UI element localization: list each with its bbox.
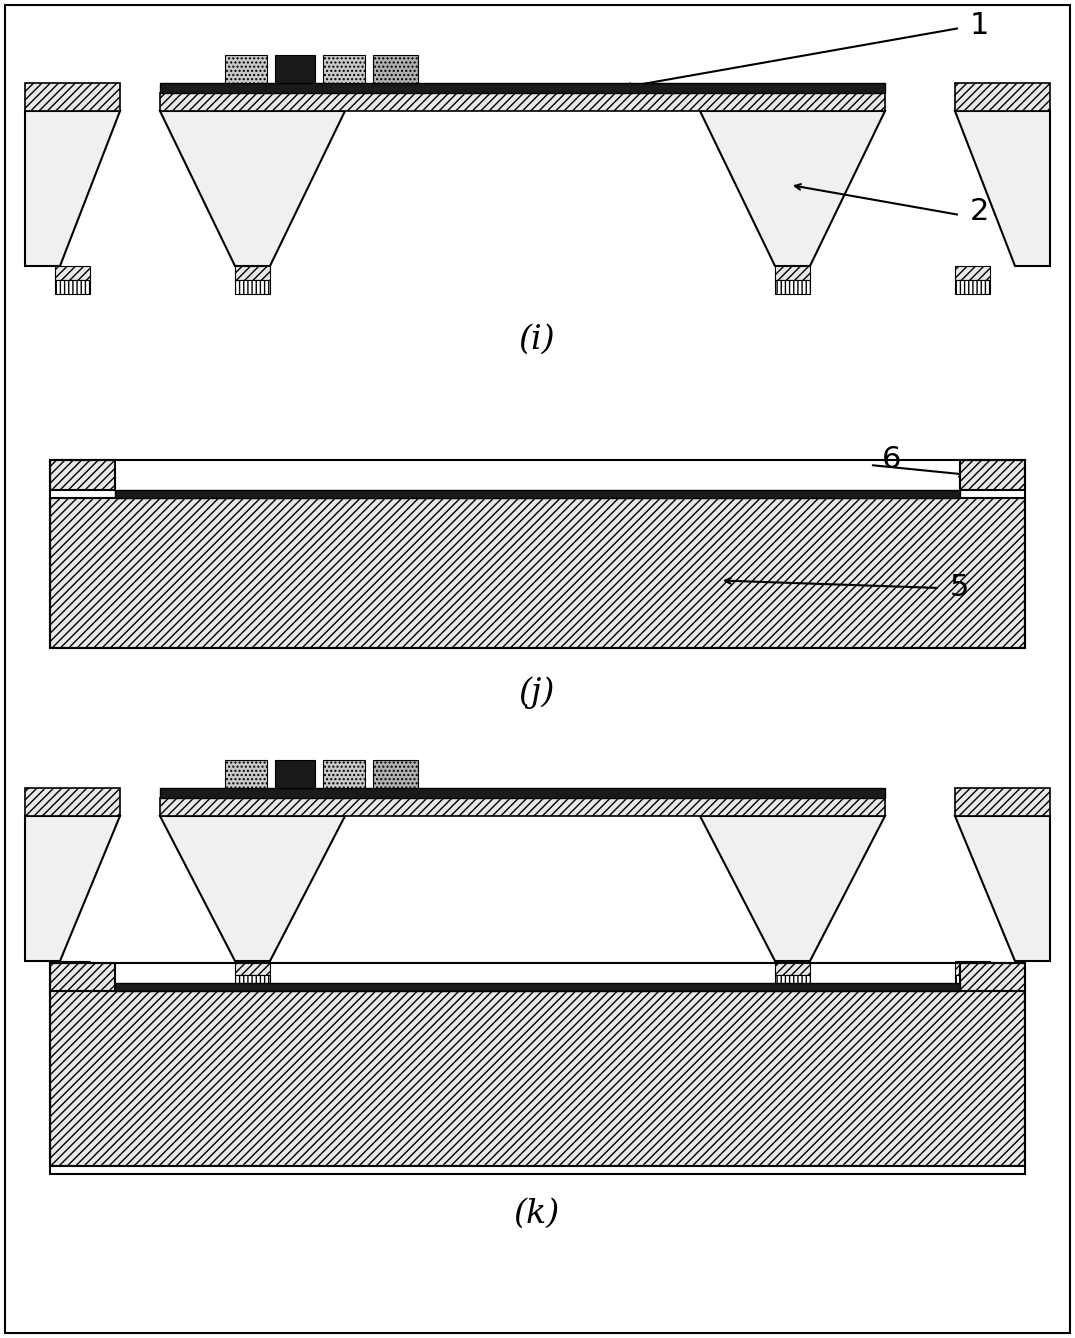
Bar bbox=[115, 490, 960, 498]
Bar bbox=[225, 55, 267, 83]
Bar bbox=[115, 963, 960, 991]
Polygon shape bbox=[160, 111, 345, 266]
Bar bbox=[960, 460, 1024, 490]
Bar bbox=[115, 460, 960, 490]
Text: 6: 6 bbox=[882, 446, 901, 475]
Polygon shape bbox=[955, 816, 1050, 961]
Bar bbox=[235, 266, 270, 280]
Bar bbox=[322, 760, 366, 788]
Polygon shape bbox=[700, 816, 885, 961]
Polygon shape bbox=[955, 111, 1050, 266]
Text: 5: 5 bbox=[950, 574, 970, 602]
Bar bbox=[955, 961, 990, 975]
Bar bbox=[775, 961, 809, 975]
Bar bbox=[775, 280, 809, 294]
Polygon shape bbox=[25, 816, 120, 961]
Text: (i): (i) bbox=[519, 324, 556, 356]
Bar bbox=[955, 280, 990, 294]
Bar bbox=[25, 83, 120, 111]
Bar bbox=[115, 983, 960, 991]
Text: (j): (j) bbox=[519, 677, 555, 709]
Bar bbox=[235, 975, 270, 989]
Bar bbox=[55, 280, 90, 294]
Polygon shape bbox=[25, 111, 120, 266]
Bar bbox=[775, 975, 809, 989]
Bar bbox=[55, 961, 90, 975]
Bar bbox=[225, 760, 267, 788]
Bar bbox=[160, 788, 885, 797]
Bar bbox=[51, 963, 115, 991]
Bar bbox=[55, 975, 90, 989]
Bar bbox=[51, 460, 1024, 648]
Bar bbox=[55, 266, 90, 280]
Bar bbox=[275, 55, 315, 83]
Polygon shape bbox=[160, 816, 345, 961]
Bar bbox=[960, 963, 1024, 991]
Bar bbox=[160, 83, 885, 94]
Text: 1: 1 bbox=[970, 11, 989, 40]
Bar bbox=[25, 788, 120, 816]
Bar bbox=[322, 55, 366, 83]
Bar bbox=[160, 94, 885, 111]
Bar bbox=[51, 991, 1024, 1165]
Bar bbox=[51, 498, 1024, 648]
Bar bbox=[955, 975, 990, 989]
Bar bbox=[51, 963, 1024, 1173]
Bar bbox=[373, 55, 418, 83]
Text: 2: 2 bbox=[970, 198, 989, 226]
Bar bbox=[955, 83, 1050, 111]
Polygon shape bbox=[700, 111, 885, 266]
Bar bbox=[373, 760, 418, 788]
Bar bbox=[235, 961, 270, 975]
Bar bbox=[955, 266, 990, 280]
Bar bbox=[275, 760, 315, 788]
Bar bbox=[235, 280, 270, 294]
Text: (k): (k) bbox=[514, 1198, 560, 1230]
Bar bbox=[51, 460, 115, 490]
Bar bbox=[775, 266, 809, 280]
Bar bbox=[160, 797, 885, 816]
Bar bbox=[955, 788, 1050, 816]
